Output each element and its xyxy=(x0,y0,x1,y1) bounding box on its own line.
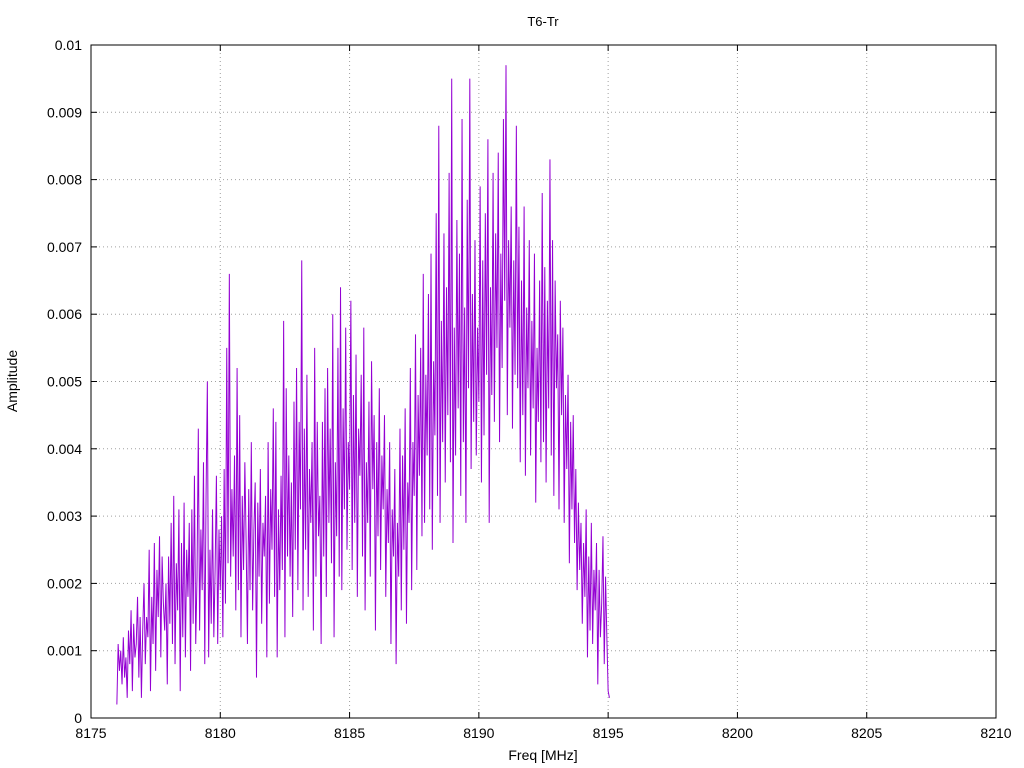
y-tick-label: 0.005 xyxy=(47,374,82,390)
x-axis-label: Freq [MHz] xyxy=(508,747,577,763)
x-tick-label: 8190 xyxy=(463,725,494,741)
y-tick-label: 0.004 xyxy=(47,441,82,457)
y-tick-label: 0 xyxy=(74,710,82,726)
y-tick-label: 0.002 xyxy=(47,575,82,591)
x-tick-label: 8185 xyxy=(334,725,365,741)
series-layer xyxy=(116,65,610,705)
chart-title: T6-Tr xyxy=(527,14,559,29)
y-tick-label: 0.007 xyxy=(47,239,82,255)
x-tick-label: 8175 xyxy=(75,725,106,741)
y-tick-label: 0.01 xyxy=(55,37,82,53)
x-tick-label: 8200 xyxy=(722,725,753,741)
series-line xyxy=(116,65,610,705)
y-tick-label: 0.003 xyxy=(47,508,82,524)
y-tick-label: 0.006 xyxy=(47,306,82,322)
x-tick-label: 8205 xyxy=(851,725,882,741)
x-tick-label: 8180 xyxy=(205,725,236,741)
y-tick-label: 0.008 xyxy=(47,172,82,188)
x-tick-label: 8210 xyxy=(980,725,1011,741)
y-tick-label: 0.009 xyxy=(47,104,82,120)
x-tick-label: 8195 xyxy=(593,725,624,741)
y-tick-label: 0.001 xyxy=(47,643,82,659)
y-axis-label: Amplitude xyxy=(4,350,20,412)
grid-lines xyxy=(91,45,996,718)
axis-ticks: 8175 8180 8185 8190 8195 8200 8205 8210 0 0.001 0.… xyxy=(47,37,1012,741)
